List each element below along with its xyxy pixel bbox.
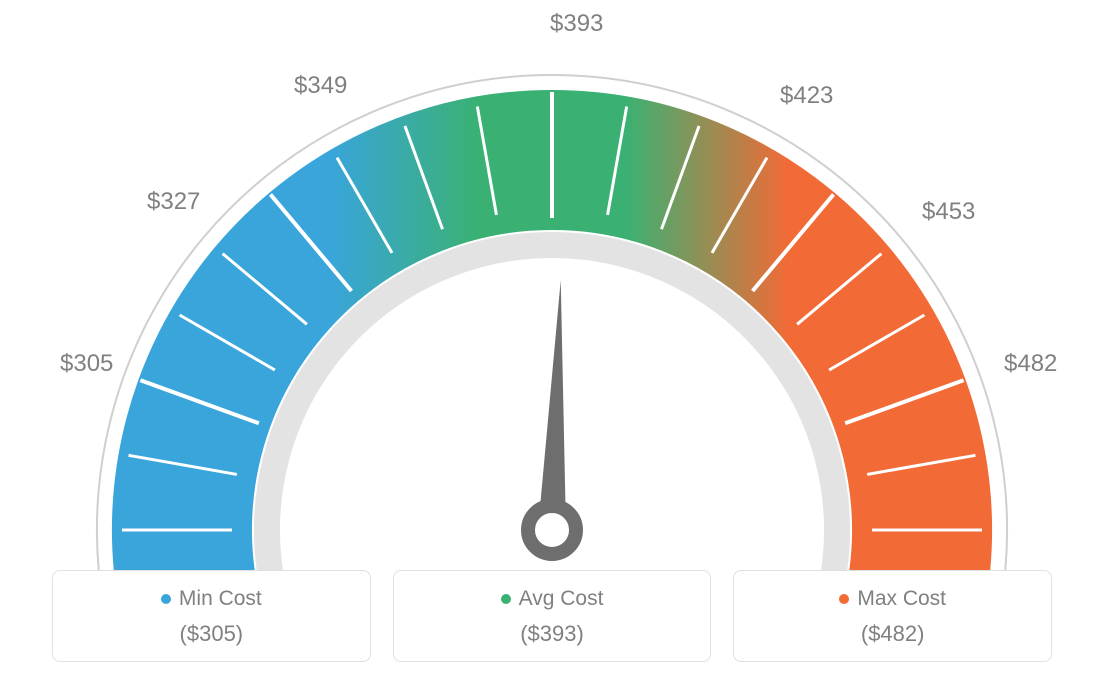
legend-avg-label: Avg Cost [519,587,604,611]
legend-min-label: Min Cost [179,587,262,611]
tick-label-2: $349 [294,72,347,100]
legend-max-value: ($482) [742,621,1043,647]
gauge-needle [528,280,576,554]
legend-avg-value: ($393) [402,621,703,647]
dot-icon [501,594,511,604]
legend-min: Min Cost ($305) [52,570,371,662]
tick-label-3: $393 [550,10,603,38]
tick-label-0: $305 [60,350,113,378]
dot-icon [161,594,171,604]
dot-icon [839,594,849,604]
legend-min-value: ($305) [61,621,362,647]
legend: Min Cost ($305) Avg Cost ($393) Max Cost… [52,570,1052,662]
gauge-svg [52,10,1052,570]
tick-label-4: $423 [780,82,833,110]
legend-max: Max Cost ($482) [733,570,1052,662]
legend-max-label: Max Cost [857,587,946,611]
cost-gauge: $305 $327 $349 $393 $423 $453 $482 [52,10,1052,570]
tick-label-5: $453 [922,198,975,226]
tick-label-6: $482 [1004,350,1057,378]
legend-avg: Avg Cost ($393) [393,570,712,662]
tick-label-1: $327 [147,188,200,216]
